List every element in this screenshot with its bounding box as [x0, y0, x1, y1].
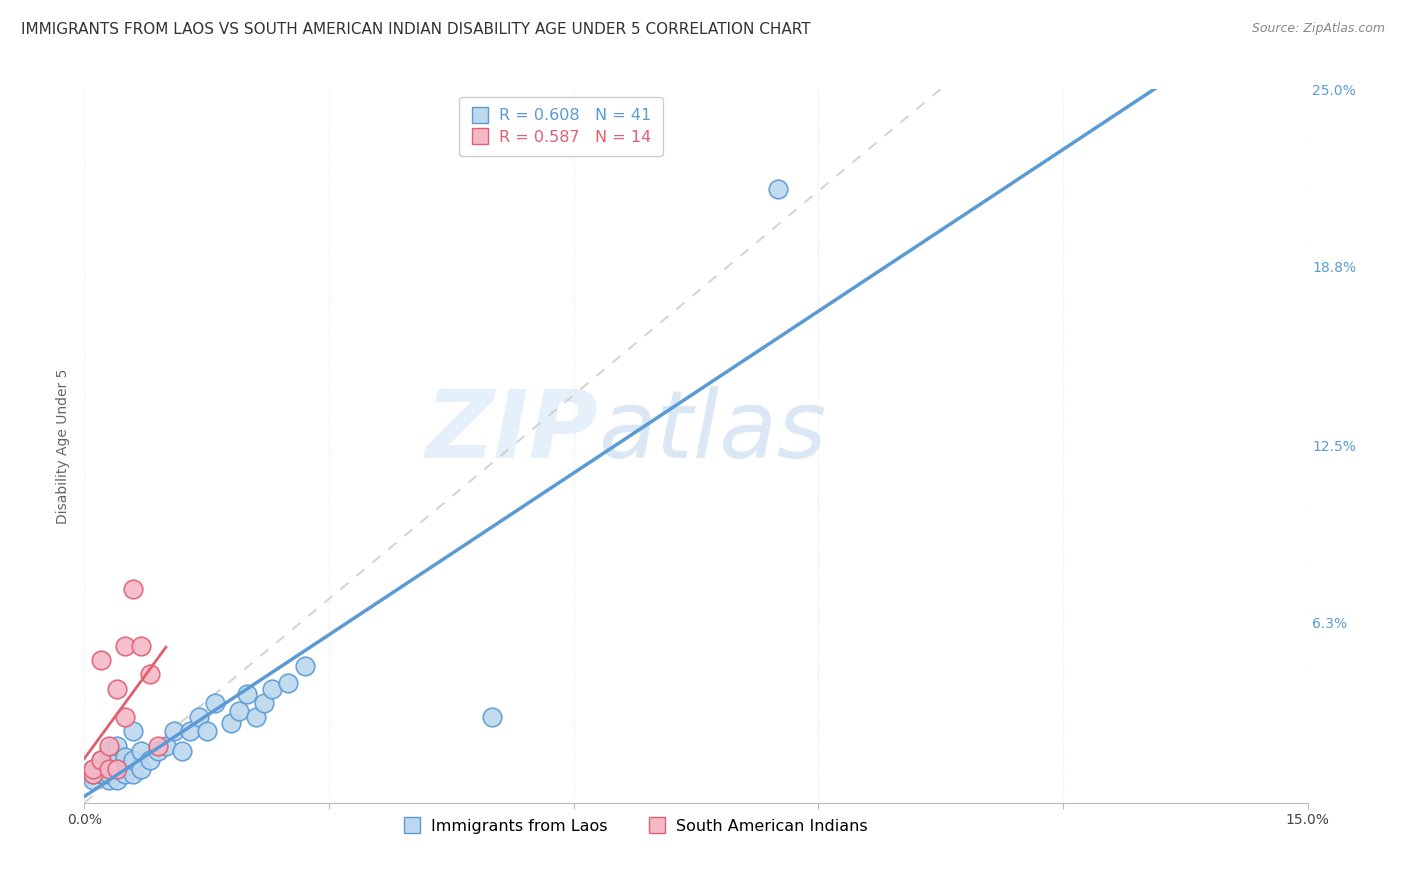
- Point: [131, 762, 153, 776]
- Point: [90, 753, 112, 767]
- Point: [294, 658, 316, 673]
- Point: [179, 724, 201, 739]
- Point: [204, 696, 226, 710]
- Text: ZIP: ZIP: [425, 385, 598, 478]
- Point: [105, 681, 128, 696]
- Point: [82, 762, 104, 776]
- Point: [228, 705, 250, 719]
- Point: [131, 744, 153, 758]
- Point: [172, 744, 194, 758]
- Point: [82, 767, 104, 781]
- Y-axis label: Disability Age Under 5: Disability Age Under 5: [56, 368, 70, 524]
- Point: [114, 767, 136, 781]
- Point: [97, 744, 120, 758]
- Point: [97, 772, 120, 787]
- Point: [90, 762, 112, 776]
- Point: [155, 739, 177, 753]
- Point: [138, 667, 160, 681]
- Point: [105, 739, 128, 753]
- Point: [277, 676, 299, 690]
- Point: [146, 744, 169, 758]
- Point: [82, 767, 104, 781]
- Point: [766, 182, 789, 196]
- Point: [82, 772, 104, 787]
- Point: [105, 762, 128, 776]
- Point: [97, 739, 120, 753]
- Point: [105, 772, 128, 787]
- Legend: Immigrants from Laos, South American Indians: Immigrants from Laos, South American Ind…: [391, 807, 879, 845]
- Point: [97, 767, 120, 781]
- Point: [90, 767, 112, 781]
- Point: [138, 753, 160, 767]
- Point: [122, 582, 145, 596]
- Point: [114, 710, 136, 724]
- Point: [97, 758, 120, 772]
- Text: IMMIGRANTS FROM LAOS VS SOUTH AMERICAN INDIAN DISABILITY AGE UNDER 5 CORRELATION: IMMIGRANTS FROM LAOS VS SOUTH AMERICAN I…: [21, 22, 811, 37]
- Point: [122, 753, 145, 767]
- Point: [219, 715, 242, 730]
- Point: [195, 724, 218, 739]
- Point: [114, 639, 136, 653]
- Point: [146, 739, 169, 753]
- Point: [260, 681, 283, 696]
- Point: [236, 687, 259, 701]
- Point: [122, 767, 145, 781]
- Point: [481, 710, 503, 724]
- Point: [97, 762, 120, 776]
- Point: [105, 753, 128, 767]
- Point: [163, 724, 186, 739]
- Point: [245, 710, 267, 724]
- Point: [90, 753, 112, 767]
- Point: [90, 653, 112, 667]
- Point: [114, 750, 136, 764]
- Text: Source: ZipAtlas.com: Source: ZipAtlas.com: [1251, 22, 1385, 36]
- Point: [131, 639, 153, 653]
- Point: [82, 762, 104, 776]
- Point: [105, 762, 128, 776]
- Point: [122, 724, 145, 739]
- Point: [253, 696, 276, 710]
- Point: [187, 710, 209, 724]
- Point: [114, 758, 136, 772]
- Text: atlas: atlas: [598, 386, 827, 477]
